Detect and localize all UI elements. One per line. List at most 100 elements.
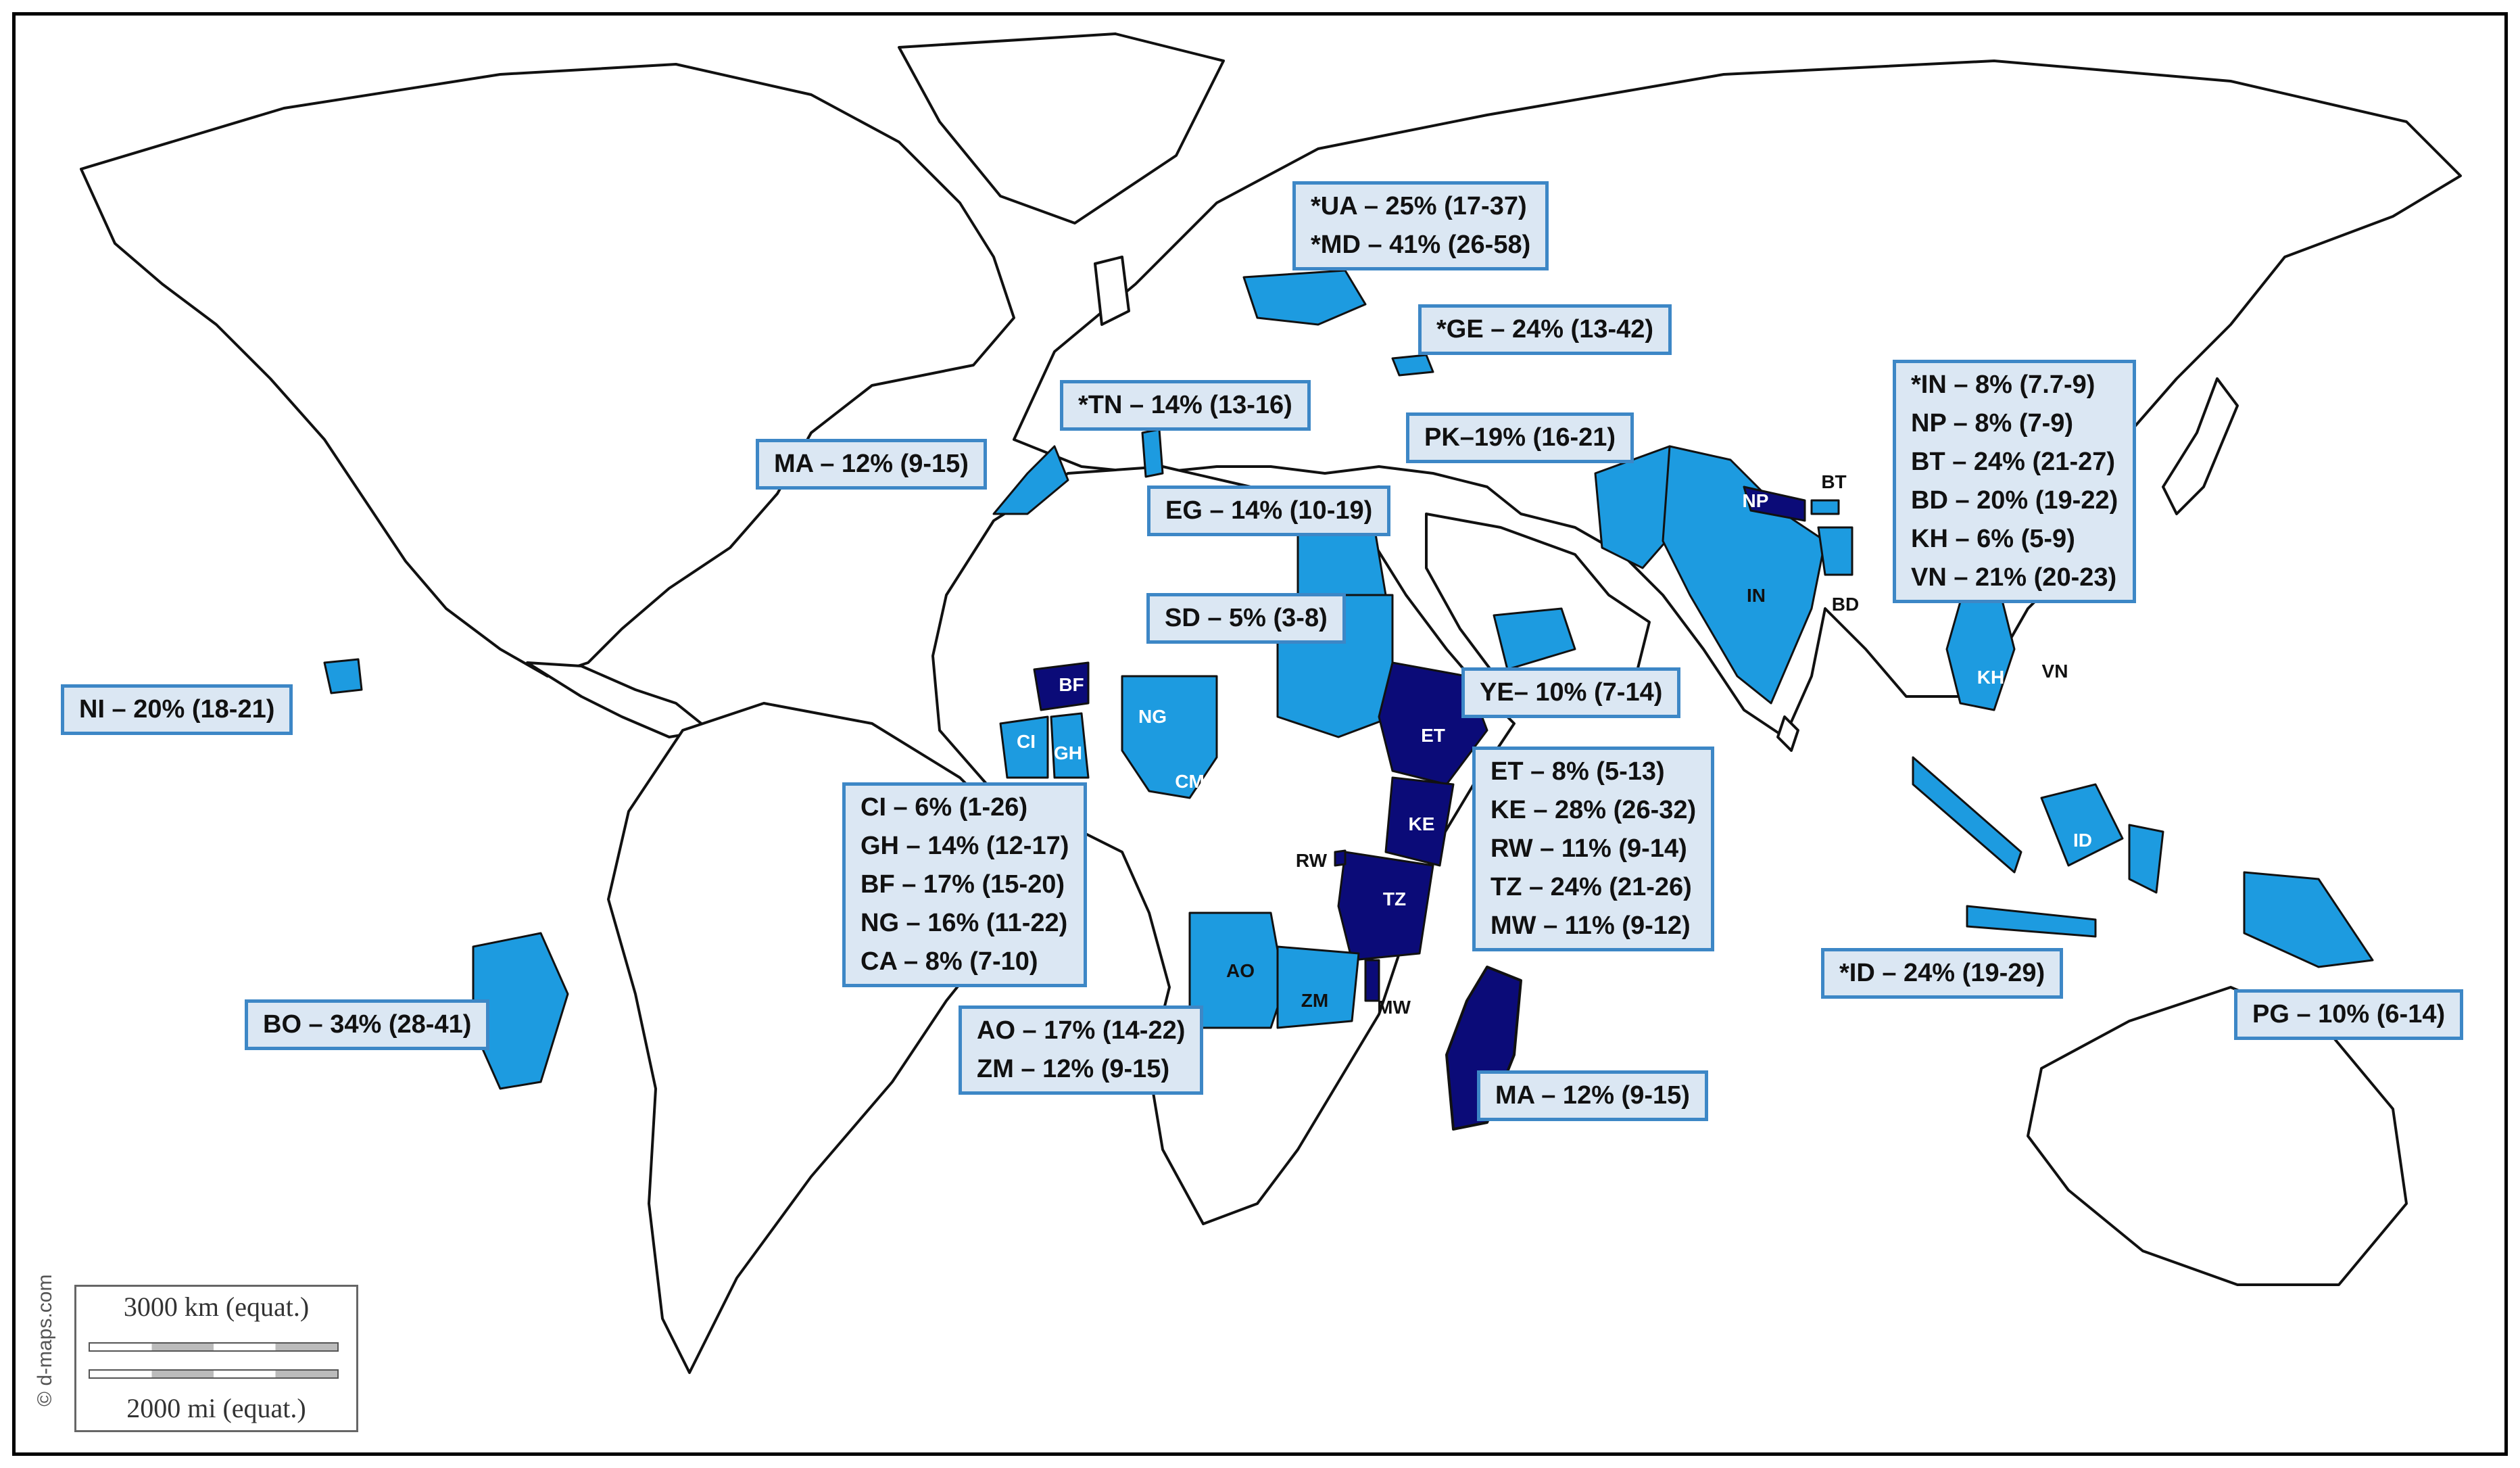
callout-ge: *GE – 24% (13-42): [1418, 304, 1672, 355]
landmass-north-america: [80, 63, 1015, 678]
callout-line: GH – 14% (12-17): [861, 832, 1069, 860]
country-tz: [1337, 851, 1434, 962]
scale-bar: 3000 km (equat.) 2000 mi (equat.): [74, 1285, 358, 1432]
callout-line: BF – 17% (15-20): [861, 870, 1065, 899]
country-ua-md: [1242, 269, 1367, 326]
callout-id: *ID – 24% (19-29): [1821, 948, 2064, 999]
landmass-sri-lanka: [1776, 715, 1799, 752]
callout-pg: PG – 10% (6-14): [2234, 989, 2464, 1040]
country-label-kh: KH: [1977, 667, 2005, 688]
country-label-ao: AO: [1226, 960, 1255, 981]
country-id: [1912, 756, 2164, 938]
callout-ye: YE– 10% (7-14): [1461, 667, 1681, 718]
callout-bo: BO – 34% (28-41): [245, 999, 490, 1050]
landmass-central-america: [526, 661, 711, 738]
country-zm: [1276, 945, 1360, 1029]
country-ma-north: [992, 445, 1069, 515]
callout-line: NG – 16% (11-22): [861, 909, 1068, 937]
callout-ma-north: MA – 12% (9-15): [756, 439, 987, 490]
country-bt: [1810, 499, 1840, 515]
country-np: [1743, 486, 1806, 522]
country-ci: [999, 715, 1049, 779]
callout-line: *GE – 24% (13-42): [1436, 315, 1654, 344]
country-tn: [1141, 428, 1164, 478]
callout-line: PG – 10% (6-14): [2252, 1000, 2446, 1028]
scale-mi-label: 2000 mi (equat.): [126, 1393, 306, 1423]
country-ye: [1493, 607, 1576, 671]
scale-km-bar: [89, 1342, 339, 1352]
country-label-mw: MW: [1377, 997, 1411, 1018]
country-label-rw: RW: [1295, 850, 1328, 871]
country-in: [1662, 445, 1826, 705]
landmass-japan: [2162, 377, 2239, 515]
country-label-bd: BD: [1831, 594, 1860, 615]
country-bf: [1033, 661, 1090, 711]
callout-tn: *TN – 14% (13-16): [1060, 380, 1311, 431]
callout-line: EG – 14% (10-19): [1165, 496, 1373, 525]
scale-km-label: 3000 km (equat.): [123, 1292, 310, 1322]
callout-line: NI – 20% (18-21): [79, 695, 275, 724]
callout-line: MA – 12% (9-15): [774, 450, 969, 478]
country-label-gh: GH: [1054, 742, 1082, 763]
map-credit: © d-maps.com: [34, 1274, 56, 1406]
callout-ni: NI – 20% (18-21): [61, 684, 293, 735]
callout-east-africa: ET – 8% (5-13) KE – 28% (26-32) RW – 11%…: [1472, 747, 1715, 951]
callout-line: VN – 21% (20-23): [1911, 563, 2117, 592]
callout-line: KE – 28% (26-32): [1491, 796, 1697, 824]
country-label-bt: BT: [1821, 471, 1847, 492]
callout-line: ZM – 12% (9-15): [977, 1055, 1170, 1083]
callout-line: CI – 6% (1-26): [861, 793, 1028, 822]
callout-line: *UA – 25% (17-37): [1311, 192, 1527, 220]
country-label-bf: BF: [1059, 674, 1084, 695]
country-label-ng: NG: [1138, 706, 1167, 727]
callout-line: TZ – 24% (21-26): [1491, 873, 1692, 901]
country-gh: [1050, 712, 1090, 779]
country-ge: [1391, 354, 1434, 377]
callout-line: BT – 24% (21-27): [1911, 448, 2116, 476]
callout-line: BO – 34% (28-41): [263, 1010, 472, 1039]
callout-line: BD – 20% (19-22): [1911, 486, 2118, 515]
scale-mi-bar: [89, 1369, 339, 1379]
callout-line: KH – 6% (5-9): [1911, 525, 2075, 553]
callout-line: MA – 12% (9-15): [1495, 1081, 1690, 1110]
country-ke: [1384, 776, 1455, 867]
callout-line: RW – 11% (9-14): [1491, 834, 1687, 863]
callout-line: *MD – 41% (26-58): [1311, 231, 1531, 259]
callout-line: ET – 8% (5-13): [1491, 757, 1665, 786]
callout-line: CA – 8% (7-10): [861, 947, 1038, 976]
country-label-np: NP: [1742, 490, 1769, 511]
country-ni: [323, 658, 363, 694]
country-label-cm: CM: [1175, 771, 1205, 792]
callout-ua-md: *UA – 25% (17-37) *MD – 41% (26-58): [1292, 181, 1549, 270]
country-pg: [2243, 871, 2374, 968]
country-mw: [1364, 959, 1380, 1002]
country-label-tz: TZ: [1382, 889, 1407, 909]
country-ng-cm: [1121, 675, 1218, 799]
country-label-id: ID: [2073, 830, 2092, 851]
callout-ao-zm: AO – 17% (14-22) ZM – 12% (9-15): [959, 1005, 1204, 1095]
country-label-zm: ZM: [1301, 990, 1329, 1011]
callout-ma-south: MA – 12% (9-15): [1477, 1070, 1708, 1121]
country-label-in: IN: [1747, 585, 1766, 606]
landmass-madagascar: [1445, 966, 1522, 1131]
callout-eg: EG – 14% (10-19): [1147, 486, 1391, 536]
country-label-et: ET: [1421, 725, 1445, 746]
landmass-australia: [2027, 986, 2408, 1286]
country-kh-vn: [1945, 594, 2016, 711]
callout-line: *IN – 8% (7.7-9): [1911, 371, 2095, 399]
callout-line: MW – 11% (9-12): [1491, 911, 1691, 940]
landmass-greenland: [898, 32, 1225, 224]
callout-line: AO – 17% (14-22): [977, 1016, 1186, 1045]
callout-west-africa: CI – 6% (1-26) GH – 14% (12-17) BF – 17%…: [842, 782, 1088, 987]
country-ao: [1188, 911, 1286, 1029]
country-label-ci: CI: [1017, 731, 1036, 752]
callout-line: SD – 5% (3-8): [1165, 604, 1328, 632]
callout-line: PK–19% (16-21): [1424, 423, 1616, 452]
callout-pk: PK–19% (16-21): [1406, 412, 1634, 463]
landmass-uk: [1094, 256, 1130, 326]
callout-line: YE– 10% (7-14): [1480, 678, 1663, 707]
country-label-ke: KE: [1408, 813, 1435, 834]
country-label-vn: VN: [2041, 661, 2068, 682]
callout-south-asia: *IN – 8% (7.7-9) NP – 8% (7-9) BT – 24% …: [1893, 360, 2137, 603]
